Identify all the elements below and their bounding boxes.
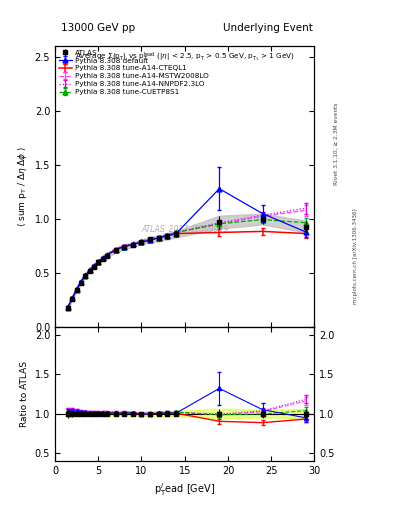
X-axis label: p$_\mathrm{T}^l$ead [GeV]: p$_\mathrm{T}^l$ead [GeV] (154, 481, 215, 498)
Text: Underlying Event: Underlying Event (222, 23, 312, 33)
Legend: ATLAS, Pythia 8.308 default, Pythia 8.308 tune-A14-CTEQL1, Pythia 8.308 tune-A14: ATLAS, Pythia 8.308 default, Pythia 8.30… (57, 48, 210, 96)
Text: ATLAS_2017_I1509919: ATLAS_2017_I1509919 (141, 224, 228, 233)
Y-axis label: $\langle$ sum p$_\mathrm{T}$ / $\Delta\eta$ $\Delta\phi$ $\rangle$: $\langle$ sum p$_\mathrm{T}$ / $\Delta\e… (16, 146, 29, 227)
Text: 13000 GeV pp: 13000 GeV pp (61, 23, 135, 33)
Text: Average $\Sigma$(p$_\mathrm{T}$) vs p$_\mathrm{T}^{\mathrm{lead}}$ ($|\eta|$ < 2: Average $\Sigma$(p$_\mathrm{T}$) vs p$_\… (75, 50, 295, 63)
Text: mcplots.cern.ch [arXiv:1306.3436]: mcplots.cern.ch [arXiv:1306.3436] (353, 208, 358, 304)
Text: Rivet 3.1.10, ≥ 2.3M events: Rivet 3.1.10, ≥ 2.3M events (334, 102, 338, 185)
Y-axis label: Ratio to ATLAS: Ratio to ATLAS (20, 361, 29, 427)
